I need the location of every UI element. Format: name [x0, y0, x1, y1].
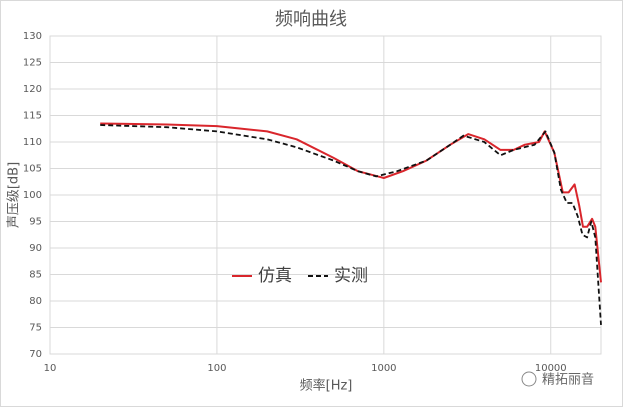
x-tick-label: 100: [207, 363, 226, 374]
legend-item: 实测: [308, 266, 368, 286]
watermark-icon: [521, 371, 537, 387]
y-tick-label: 85: [29, 270, 42, 281]
y-tick-label: 105: [23, 164, 42, 175]
y-tick-label: 75: [29, 323, 42, 334]
y-tick-label: 90: [29, 243, 42, 254]
series-line: [100, 124, 602, 325]
series-line: [100, 122, 602, 283]
x-axis-label: 频率[Hz]: [300, 378, 353, 394]
x-tick-label: 1000: [371, 363, 396, 374]
y-tick-label: 70: [29, 349, 42, 360]
y-tick-label: 130: [23, 31, 42, 42]
chart-title: 频响曲线: [275, 9, 347, 30]
x-tick-label: 10000: [535, 363, 567, 374]
legend-label: 实测: [334, 266, 368, 286]
y-tick-label: 95: [29, 217, 42, 228]
legend-label: 仿真: [258, 266, 292, 286]
plot-border: [49, 35, 602, 355]
y-tick-label: 80: [29, 296, 42, 307]
y-tick-label: 100: [23, 190, 42, 201]
watermark: 精拓丽音: [521, 371, 594, 388]
x-tick-label: 10: [44, 363, 57, 374]
watermark-text: 精拓丽音: [542, 372, 594, 388]
legend-item: 仿真: [232, 266, 292, 286]
y-tick-label: 110: [23, 137, 42, 148]
y-tick-label: 125: [23, 58, 42, 69]
y-tick-label: 115: [23, 111, 42, 122]
y-axis-label: 声压级[dB]: [7, 162, 22, 228]
y-tick-label: 120: [23, 84, 42, 95]
